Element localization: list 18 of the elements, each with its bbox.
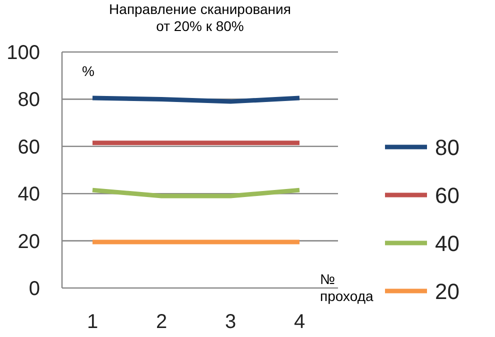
chart-title: Направление сканирования <box>109 1 291 17</box>
x-tick-label: 1 <box>86 311 98 333</box>
y-tick-label: 100 <box>6 42 40 64</box>
chart-subtitle: от 20% к 80% <box>156 18 244 34</box>
legend-label: 80 <box>435 135 460 160</box>
x-tick-label: 2 <box>156 311 168 333</box>
y-tick-label: 60 <box>18 136 40 158</box>
y-tick-label: 80 <box>18 89 40 112</box>
x-tick-label: 3 <box>224 311 236 333</box>
y-tick-label: 20 <box>18 230 40 253</box>
x-tick-label: 4 <box>294 311 306 333</box>
legend-label: 60 <box>435 183 460 208</box>
y-tick-label: 40 <box>18 184 40 206</box>
y-tick-label: 0 <box>28 278 40 300</box>
x-axis-title: № прохода <box>320 271 374 304</box>
legend-label: 40 <box>435 231 460 256</box>
y-axis-title: % <box>82 63 94 79</box>
legend-label: 20 <box>435 279 460 304</box>
